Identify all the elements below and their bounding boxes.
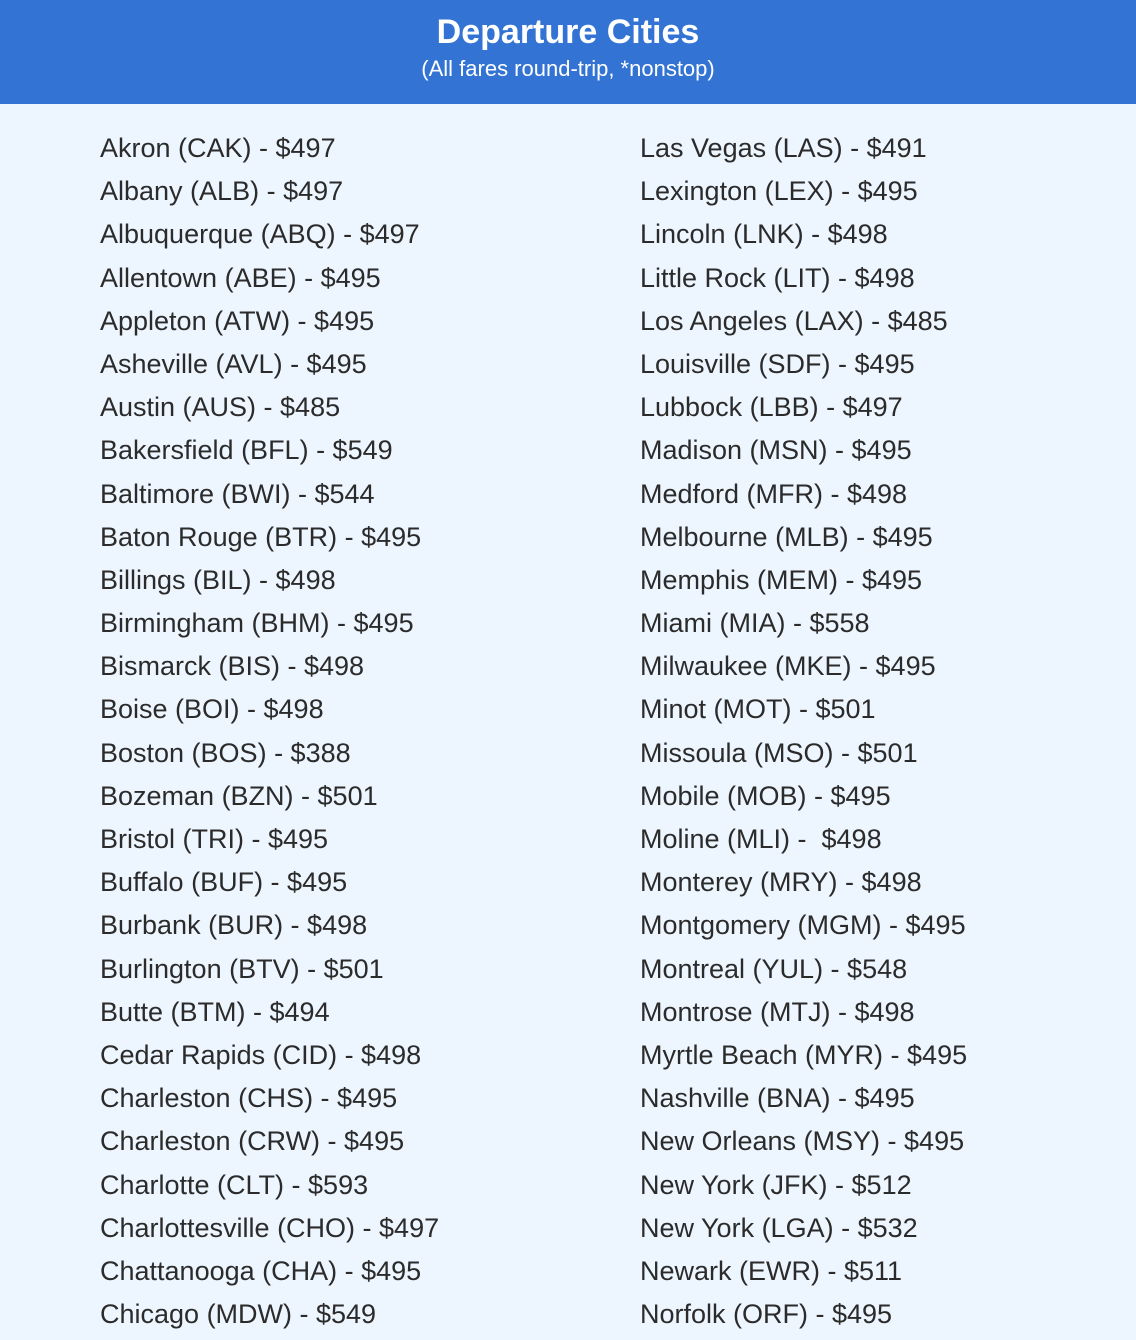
city-fare-item: Akron (CAK) - $497 [100,133,336,163]
city-fare-item: Bismarck (BIS) - $498 [100,651,365,682]
city-fare-item: Bozeman (BZN) - $501 [100,780,378,811]
city-fare-item: Billings (BIL) - $498 [100,564,336,595]
page-title: Departure Cities [436,13,700,51]
city-fare-item: Montrose (MTJ) - $498 [640,996,915,1027]
city-fare-item: Little Rock (LIT) - $498 [640,262,915,293]
city-fare-item: Chicago (MDW) - $549 [100,1299,377,1330]
city-fare-item: Burbank (BUR) - $498 [100,910,368,941]
city-fare-item: Allentown (ABE) - $495 [100,262,381,293]
city-fare-item: Charleston (CRW) - $495 [100,1126,405,1157]
city-fare-item: Louisville (SDF) - $495 [640,348,915,379]
city-fare-item: Norfolk (ORF) - $495 [640,1299,893,1330]
city-fare-item: Melbourne (MLB) - $495 [640,521,933,552]
page-subtitle: (All fares round-trip, *nonstop) [421,56,715,81]
city-fare-item: Myrtle Beach (MYR) - $495 [640,1039,968,1070]
city-fare-item: Birmingham (BHM) - $495 [100,608,414,639]
city-fare-item: Asheville (AVL) - $495 [100,348,367,379]
city-fare-item: Baton Rouge (BTR) - $495 [100,521,422,552]
city-fare-item: New Orleans (MSY) - $495 [640,1126,965,1157]
city-fare-item: Montreal (YUL) - $548 [640,953,908,984]
city-fare-item: Moline (MLI) - $498 [640,824,882,854]
city-fare-item: New York (JFK) - $512 [640,1169,912,1200]
city-fare-item: Missoula (MSO) - $501 [640,737,918,768]
city-fare-item: Lincoln (LNK) - $498 [640,219,888,250]
city-fare-item: Montgomery (MGM) - $495 [640,910,966,941]
city-fare-item: Austin (AUS) - $485 [100,392,341,423]
city-fare-item: Mobile (MOB) - $495 [640,780,891,811]
city-fare-item: Albuquerque (ABQ) - $497 [100,219,420,250]
city-fare-item: Monterey (MRY) - $498 [640,867,922,898]
city-fare-item: Bakersfield (BFL) - $549 [100,435,393,466]
header: Departure Cities (All fares round-trip, … [0,0,1136,104]
left-column: Akron (CAK) - $497 Albany (ALB) - $497 Alb… [100,127,439,1336]
city-fare-item: Appleton (ATW) - $495 [100,305,375,336]
city-fare-item: Medford (MFR) - $498 [640,478,908,509]
city-fare-item: Memphis (MEM) - $495 [640,564,923,595]
city-fare-item: Baltimore (BWI) - $544 [100,478,375,509]
city-fare-item: Los Angeles (LAX) - $485 [640,305,948,336]
city-fare-item: Lexington (LEX) - $495 [640,176,918,207]
city-fare-item: Lubbock (LBB) - $497 [640,392,903,423]
city-fare-item: Burlington (BTV) - $501 [100,953,384,984]
city-fare-item: Boise (BOI) - $498 [100,694,324,725]
city-fare-item: Madison (MSN) - $495 [640,435,912,466]
city-fare-item: Las Vegas (LAS) - $491 [640,133,927,163]
city-fare-item: Minot (MOT) - $501 [640,694,876,725]
city-fare-item: Newark (EWR) - $511 [640,1255,903,1286]
city-fare-item: Buffalo (BUF) - $495 [100,867,348,898]
city-fare-item: Cedar Rapids (CID) - $498 [100,1039,422,1070]
city-fare-item: Miami (MIA) - $558 [640,608,870,639]
city-fare-item: Chattanooga (CHA) - $495 [100,1255,422,1286]
city-fare-item: Albany (ALB) - $497 [100,176,344,207]
city-fare-item: New York (LGA) - $532 [640,1212,918,1243]
city-fare-item: Nashville (BNA) - $495 [640,1083,915,1114]
city-fare-item: Charlotte (CLT) - $593 [100,1169,369,1200]
city-fare-item: Charleston (CHS) - $495 [100,1083,398,1114]
city-fare-item: Milwaukee (MKE) - $495 [640,651,936,682]
city-fare-item: Bristol (TRI) - $495 [100,824,329,854]
city-fare-item: Charlottesville (CHO) - $497 [100,1212,440,1243]
right-column: Las Vegas (LAS) - $491 Lexington (LEX) - … [640,127,967,1336]
city-fare-item: Boston (BOS) - $388 [100,737,351,768]
city-fare-item: Butte (BTM) - $494 [100,996,330,1027]
